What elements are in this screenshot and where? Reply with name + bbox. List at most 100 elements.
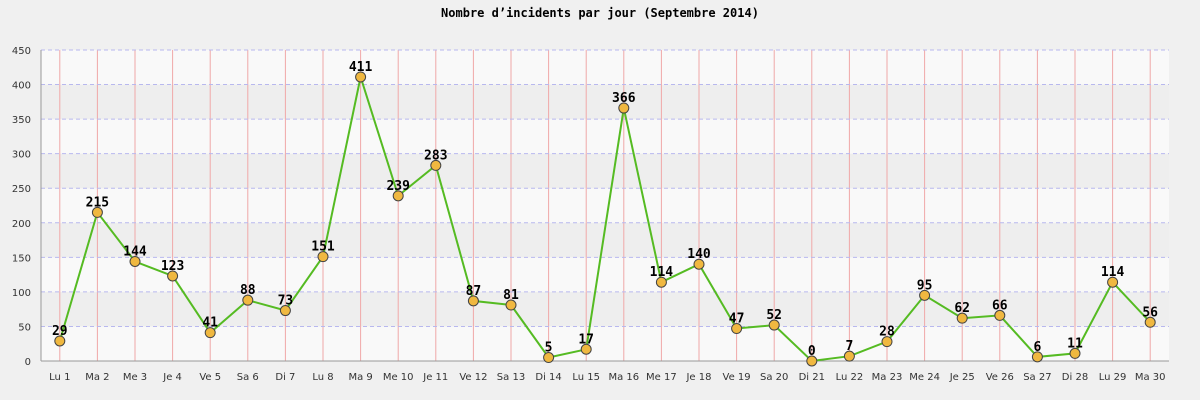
x-tick-label: Je 25 (949, 372, 975, 383)
data-label: 239 (386, 179, 409, 194)
data-label: 215 (86, 195, 109, 210)
data-point (543, 352, 555, 364)
data-label: 28 (879, 325, 895, 340)
data-label: 140 (687, 247, 711, 262)
data-point (994, 309, 1006, 321)
data-label: 144 (123, 244, 147, 259)
data-label: 95 (917, 278, 933, 293)
y-tick-label: 0 (25, 357, 31, 368)
data-point (806, 355, 818, 367)
chart-title: Nombre d’incidents par jour (Septembre 2… (441, 6, 759, 20)
data-label: 366 (612, 91, 636, 106)
data-label: 283 (424, 148, 447, 163)
data-label: 411 (349, 60, 373, 75)
x-tick-label: Lu 1 (49, 372, 70, 383)
x-tick-label: Ma 16 (608, 372, 639, 383)
data-label: 6 (1033, 340, 1041, 355)
data-point (768, 319, 780, 331)
data-point (204, 327, 216, 339)
plot-band (41, 188, 1169, 223)
data-label: 29 (52, 324, 68, 339)
x-tick-label: Ma 30 (1135, 372, 1166, 383)
data-point (467, 295, 479, 307)
x-tick-label: Ma 23 (872, 372, 903, 383)
data-point (919, 289, 931, 301)
x-tick-label: Ve 19 (723, 372, 751, 383)
data-label: 114 (1101, 265, 1125, 280)
x-tick-label: Sa 13 (497, 372, 525, 383)
data-label: 114 (650, 265, 674, 280)
x-tick-label: Ma 9 (348, 372, 372, 383)
x-tick-label: Di 7 (275, 372, 295, 383)
data-point (355, 71, 367, 83)
x-tick-label: Ve 12 (459, 372, 487, 383)
data-label: 5 (545, 341, 553, 356)
data-label: 66 (992, 298, 1008, 313)
data-label: 11 (1067, 336, 1083, 351)
x-tick-label: Sa 20 (760, 372, 788, 383)
y-tick-label: 150 (12, 253, 31, 264)
data-point (91, 206, 103, 218)
x-tick-label: Lu 29 (1099, 372, 1127, 383)
data-point (693, 258, 705, 270)
y-tick-label: 50 (18, 322, 31, 333)
x-tick-label: Je 11 (422, 372, 448, 383)
data-label: 81 (503, 288, 519, 303)
data-label: 52 (766, 308, 782, 323)
data-point (1031, 351, 1043, 363)
data-label: 0 (808, 344, 816, 359)
data-label: 47 (729, 312, 745, 327)
y-tick-label: 300 (12, 150, 31, 161)
plot-band (41, 153, 1169, 189)
data-label: 73 (278, 294, 294, 309)
y-tick-label: 200 (12, 219, 31, 230)
data-label: 88 (240, 283, 256, 298)
data-point (618, 102, 630, 114)
x-tick-label: Je 4 (162, 372, 182, 383)
data-point (430, 159, 442, 171)
data-point (956, 312, 968, 324)
x-tick-label: Ve 26 (986, 372, 1014, 383)
data-point (731, 323, 743, 335)
y-tick-label: 400 (12, 81, 31, 92)
data-label: 62 (954, 301, 970, 316)
x-tick-label: Di 14 (535, 372, 561, 383)
y-tick-label: 250 (12, 184, 31, 195)
data-point (1107, 276, 1119, 288)
data-point (279, 305, 291, 317)
data-label: 41 (202, 316, 218, 331)
data-label: 7 (845, 339, 853, 354)
x-tick-label: Lu 22 (836, 372, 864, 383)
x-tick-label: Sa 27 (1023, 372, 1051, 383)
data-label: 87 (466, 284, 482, 299)
data-point (129, 255, 141, 267)
x-tick-label: Me 24 (909, 372, 940, 383)
data-point (54, 335, 66, 347)
data-point (843, 350, 855, 362)
data-label: 151 (311, 240, 335, 255)
x-tick-label: Di 21 (799, 372, 825, 383)
plot-band (41, 84, 1169, 120)
x-tick-label: Ve 5 (199, 372, 221, 383)
data-point (167, 270, 179, 282)
x-tick-label: Sa 6 (237, 372, 259, 383)
data-point (580, 343, 592, 355)
data-point (1069, 347, 1081, 359)
x-tick-label: Ma 2 (85, 372, 109, 383)
plot-band (41, 50, 1169, 85)
y-tick-label: 100 (12, 288, 31, 299)
x-tick-label: Me 17 (646, 372, 677, 383)
data-point (242, 294, 254, 306)
y-tick-label: 450 (12, 46, 31, 57)
data-point (392, 190, 404, 202)
plot-band (41, 119, 1169, 154)
plot-band (41, 326, 1169, 361)
y-tick-label: 350 (12, 115, 31, 126)
data-label: 17 (578, 332, 594, 347)
data-point (1144, 316, 1156, 328)
x-tick-label: Me 3 (123, 372, 147, 383)
plot-band (41, 257, 1169, 292)
data-point (317, 251, 329, 263)
